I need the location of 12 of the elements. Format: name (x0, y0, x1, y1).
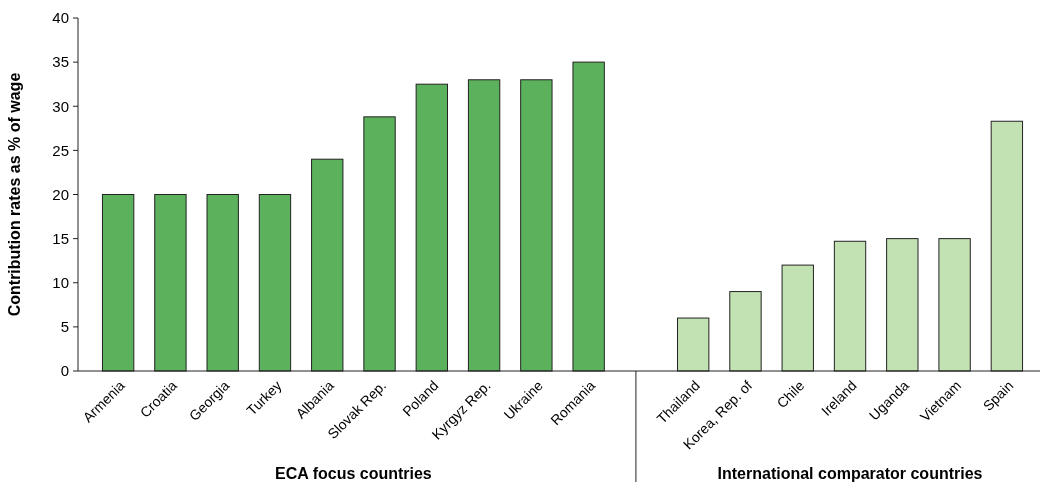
y-tick-label: 5 (60, 318, 69, 336)
y-tick-label: 25 (52, 141, 69, 159)
y-tick-label: 20 (52, 185, 69, 203)
y-tick-label: 10 (52, 274, 69, 291)
y-tick-label: 30 (52, 97, 69, 115)
text: ECA focus countries (275, 465, 432, 482)
text: International comparator countries (717, 465, 983, 482)
y-tick-label: 40 (52, 9, 69, 27)
y-axis-title: Contribution rates as % of wage (6, 72, 23, 317)
y-tick-label: 0 (60, 362, 69, 380)
y-tick-label: 15 (52, 229, 69, 247)
y-tick-label: 35 (52, 53, 69, 71)
